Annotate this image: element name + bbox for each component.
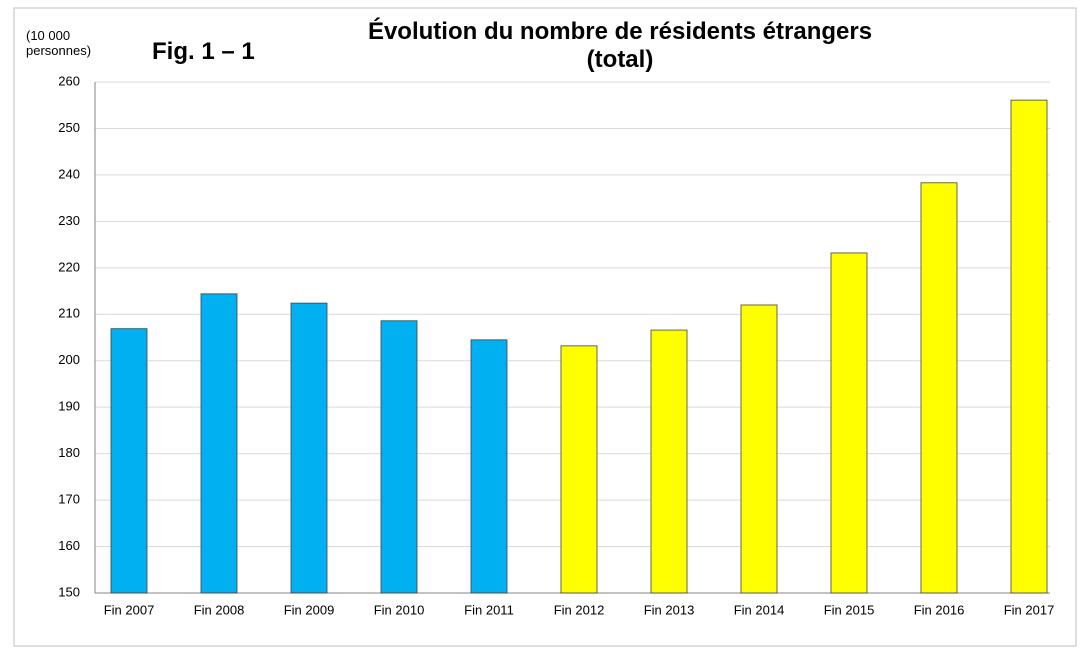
x-tick-label: Fin 2017 bbox=[1004, 602, 1055, 617]
y-tick-label: 210 bbox=[58, 306, 80, 321]
bar bbox=[290, 302, 328, 594]
x-tick-label: Fin 2012 bbox=[554, 602, 605, 617]
x-tick-label: Fin 2016 bbox=[914, 602, 965, 617]
x-tick-label: Fin 2010 bbox=[374, 602, 425, 617]
bar bbox=[1010, 99, 1048, 594]
bar bbox=[380, 320, 418, 594]
y-tick-label: 150 bbox=[58, 584, 80, 599]
y-tick-label: 230 bbox=[58, 213, 80, 228]
bar bbox=[200, 293, 238, 594]
figure-label: Fig. 1 – 1 bbox=[152, 38, 255, 65]
y-axis-label: (10 000 personnes) bbox=[26, 28, 92, 58]
y-tick-label: 180 bbox=[58, 445, 80, 460]
y-tick-label: 260 bbox=[58, 73, 80, 88]
x-tick-label: Fin 2013 bbox=[644, 602, 695, 617]
y-tick-label: 170 bbox=[58, 492, 80, 507]
x-tick-label: Fin 2011 bbox=[464, 602, 514, 617]
bar bbox=[920, 182, 958, 594]
y-tick-label: 220 bbox=[58, 259, 80, 274]
y-tick-label: 240 bbox=[58, 166, 80, 181]
y-tick-label: 190 bbox=[58, 399, 80, 414]
x-tick-label: Fin 2007 bbox=[104, 602, 155, 617]
bar bbox=[650, 329, 688, 594]
x-tick-label: Fin 2008 bbox=[194, 602, 245, 617]
x-tick-label: Fin 2015 bbox=[824, 602, 875, 617]
y-tick-label: 160 bbox=[58, 538, 80, 553]
x-tick-label: Fin 2014 bbox=[734, 602, 785, 617]
y-tick-label: 200 bbox=[58, 352, 80, 367]
x-tick-label: Fin 2009 bbox=[284, 602, 335, 617]
chart-border bbox=[13, 7, 1077, 647]
bar bbox=[740, 304, 778, 594]
bar bbox=[830, 252, 868, 594]
y-tick-label: 250 bbox=[58, 120, 80, 135]
bar bbox=[470, 339, 508, 594]
bar bbox=[560, 345, 598, 594]
bar bbox=[110, 328, 148, 594]
chart-title: Évolution du nombre de résidents étrange… bbox=[367, 18, 873, 73]
